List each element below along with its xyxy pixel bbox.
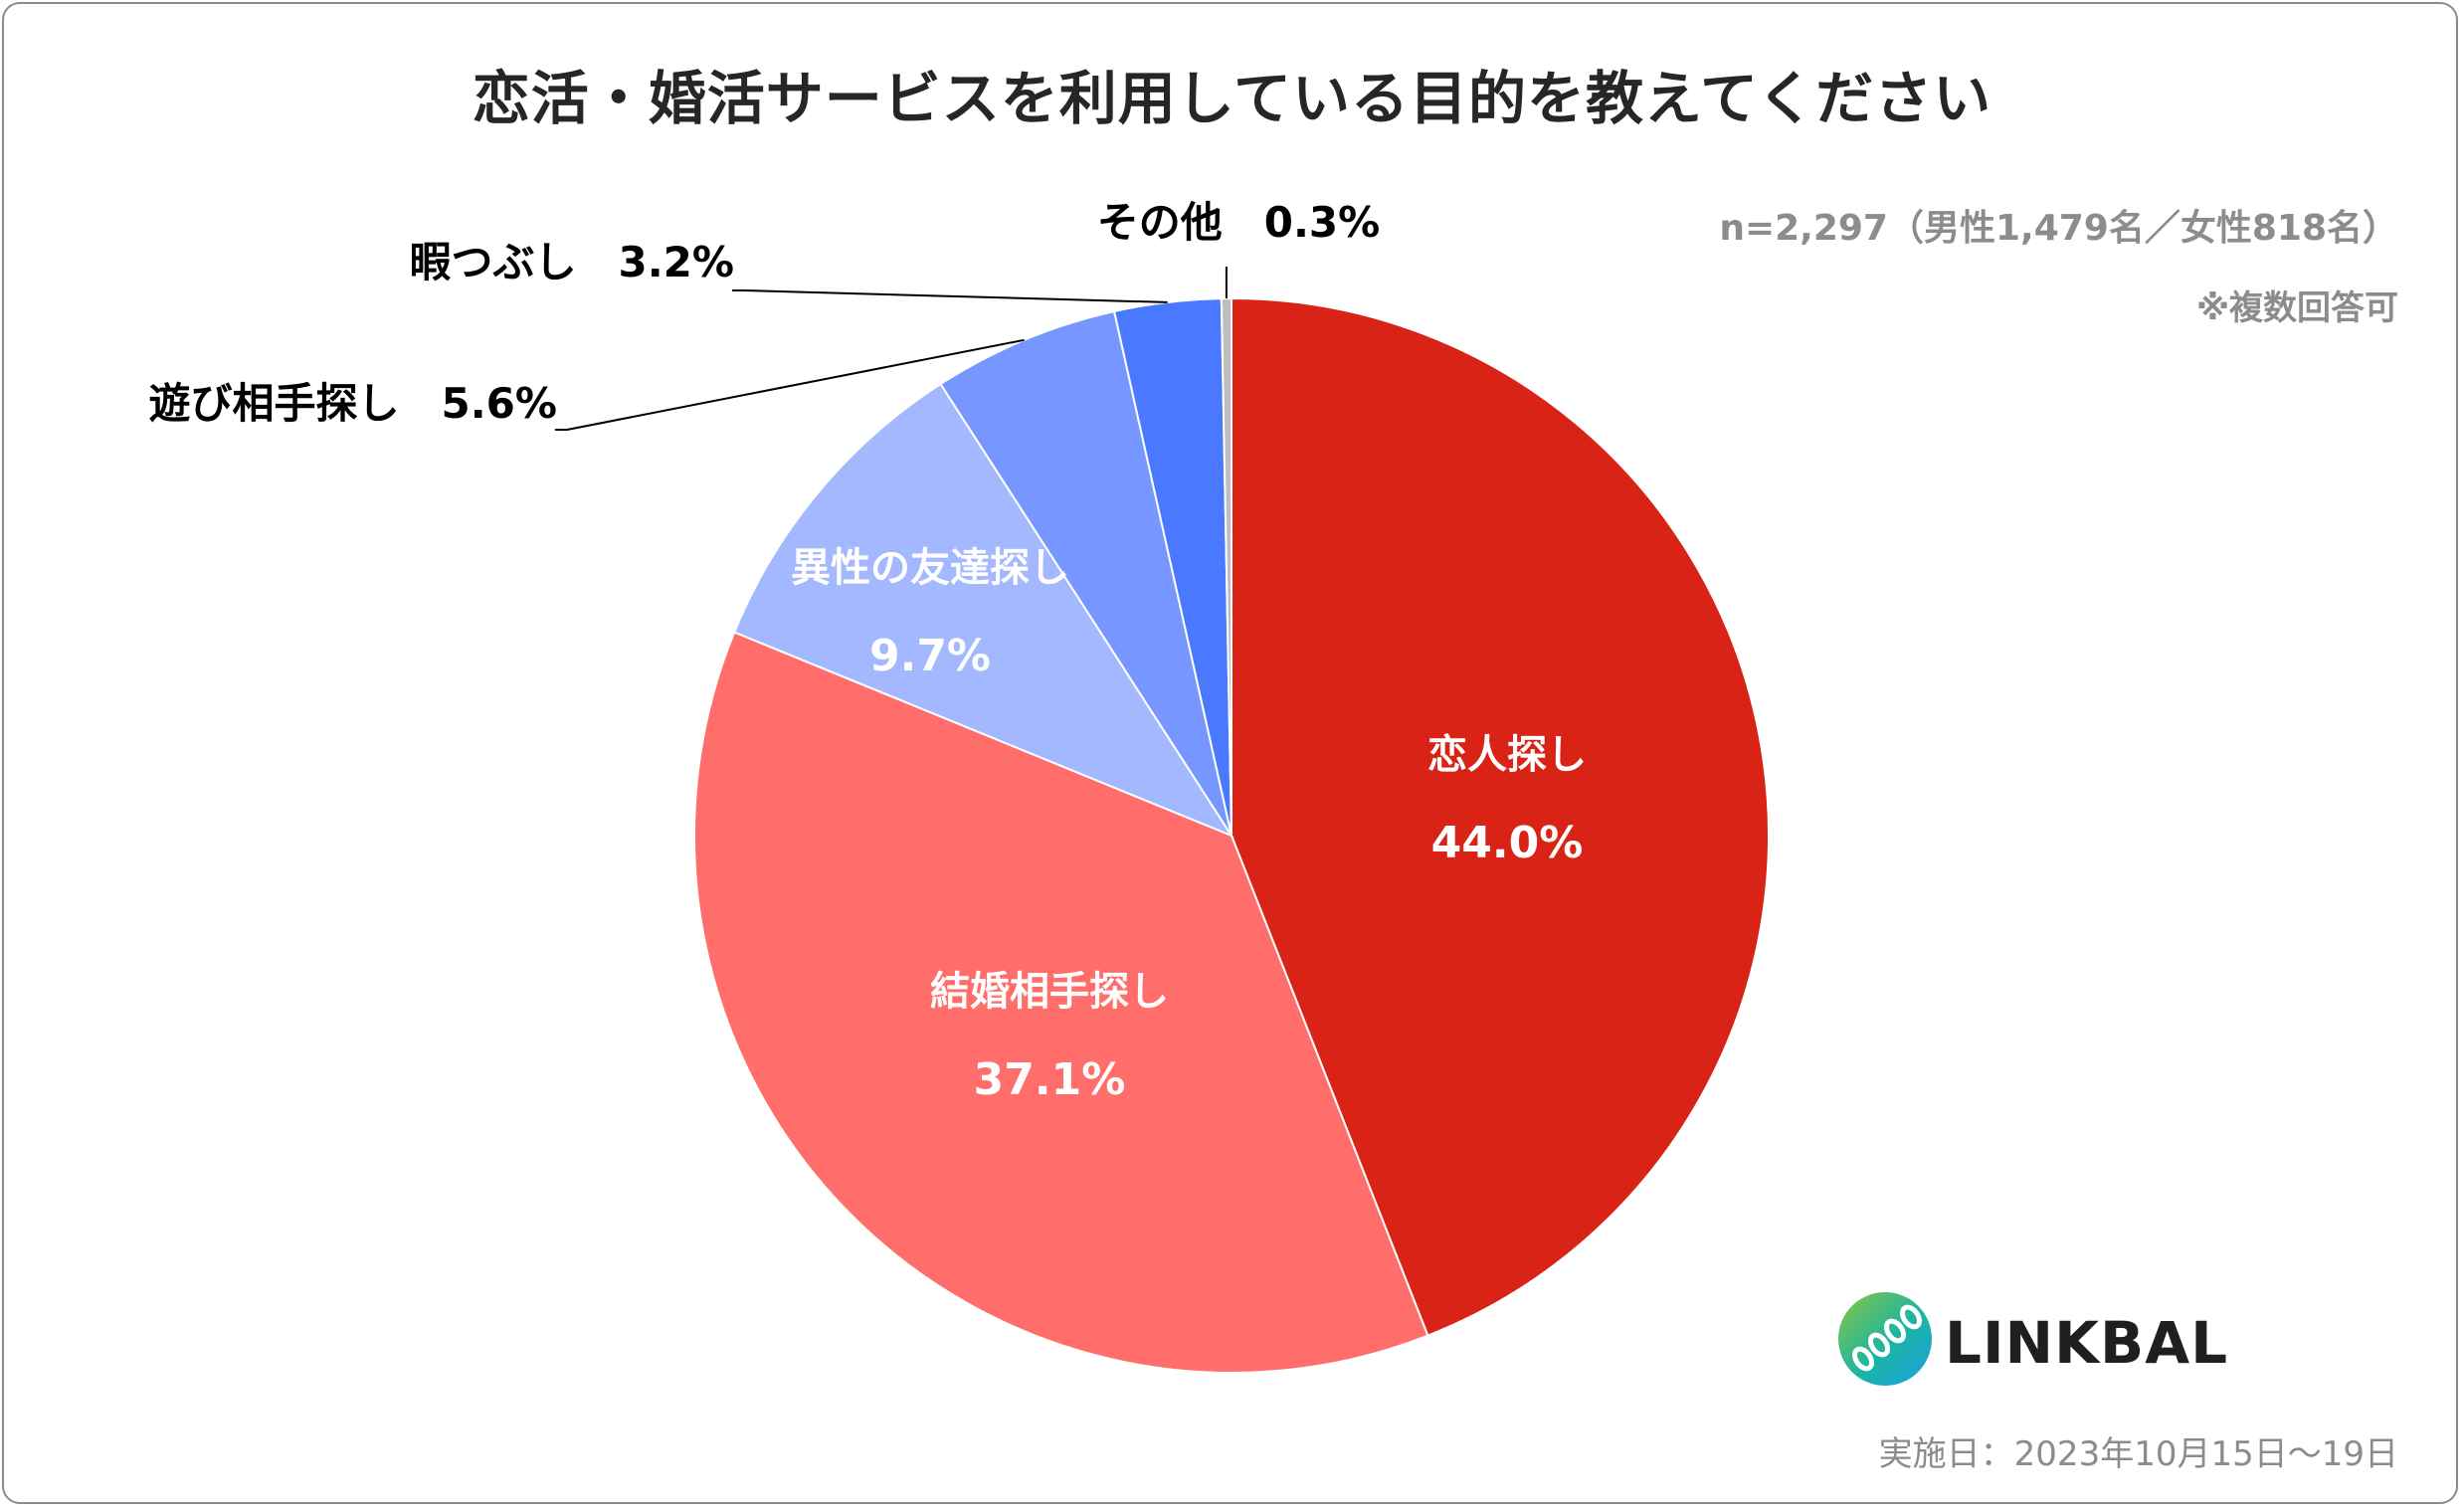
slice-value-label-0: 44.0%	[1431, 818, 1584, 868]
linkbal-logo-icon	[1838, 1292, 1932, 1386]
leader-line-3	[555, 338, 1025, 431]
slice-label-5: その他 0.3%	[1097, 198, 1381, 247]
leader-line-4	[732, 289, 1168, 303]
slice-value-label-2: 9.7%	[869, 631, 991, 681]
slice-label-4: 暇つぶし 3.2%	[410, 238, 735, 286]
slice-label-1: 結婚相手探し	[930, 969, 1169, 1015]
linkbal-logo-text: LINKBAL	[1945, 1309, 2229, 1377]
pie-slice-5	[1220, 296, 1232, 837]
pie-slice-2	[732, 382, 1234, 839]
multiple-answer-note: ※複数回答可	[2195, 288, 2398, 328]
chart-title: 恋活・婚活サービスを利用している目的を教えてください	[472, 65, 1992, 132]
pie-slice-0	[1231, 296, 1770, 1337]
slice-label-0: 恋人探し	[1427, 732, 1587, 778]
survey-date: 実施日：2023年10月15日～19日	[1878, 1434, 2398, 1474]
sample-size-note: n=2,297（男性1,479名／女性818名）	[1719, 208, 2398, 249]
slice-value-label-1: 37.1%	[974, 1054, 1126, 1105]
slice-label-3: 遊び相手探し 5.6%	[149, 379, 558, 428]
pie-slice-1	[693, 631, 1429, 1374]
slice-label-2: 異性の友達探し	[791, 545, 1069, 591]
